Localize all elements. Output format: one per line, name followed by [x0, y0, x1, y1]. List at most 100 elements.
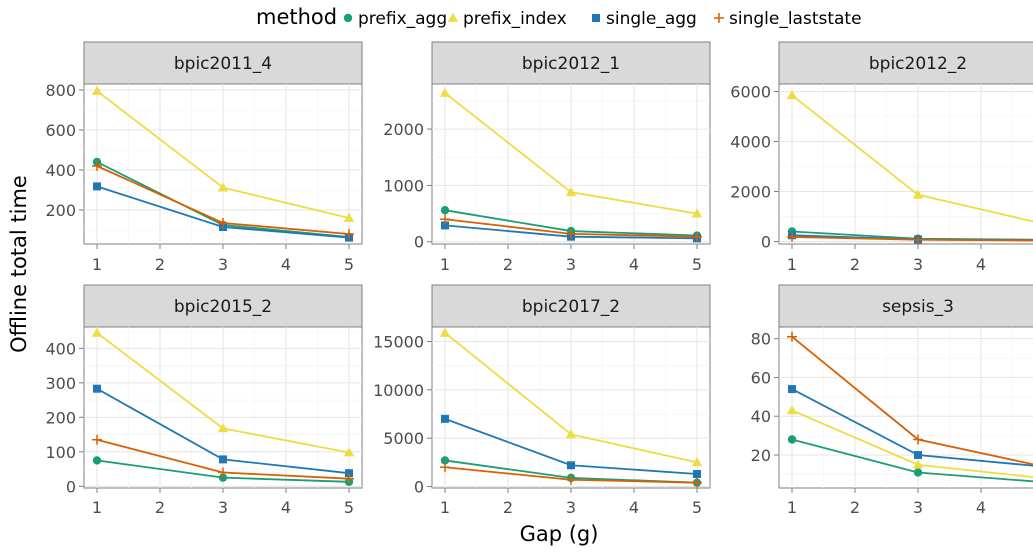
y-tick-label: 600: [45, 121, 76, 140]
marker-plus: [913, 234, 923, 245]
strip-background: [778, 284, 1033, 328]
marker-plus: [566, 228, 576, 239]
legend-item-single_laststate: single_laststate: [714, 9, 862, 29]
series-single_agg: [93, 384, 353, 478]
y-tick-label: 400: [45, 161, 76, 180]
strip-background: [83, 284, 363, 328]
x-tick-label: 1: [92, 498, 102, 517]
panel-bpic2012_2: bpic2012_2123450200040006000: [730, 41, 1033, 274]
y-tick-label: 0: [761, 233, 771, 252]
x-tick-label: 2: [155, 255, 165, 274]
marker-plus: [92, 161, 102, 171]
strip-background: [431, 41, 711, 85]
x-tick-label: 1: [440, 498, 450, 517]
x-tick-label: 2: [503, 498, 513, 517]
marker-plus: [92, 434, 102, 445]
marker-square: [93, 182, 101, 191]
x-tick-label: 5: [692, 255, 702, 274]
x-tick-label: 5: [344, 255, 354, 274]
series-single_laststate: [92, 434, 354, 484]
marker-square: [592, 14, 600, 22]
marker-plus: [218, 467, 228, 478]
panel-sepsis_3: sepsis_31234520406080: [751, 284, 1033, 517]
x-tick-label: 4: [281, 498, 291, 517]
y-tick-label: 20: [751, 446, 771, 465]
series-single_laststate: [440, 462, 702, 488]
x-tick-label: 2: [850, 255, 860, 274]
marker-square: [914, 451, 922, 460]
series-single_laststate: [787, 232, 1033, 245]
y-tick-label: 1000: [383, 176, 424, 195]
y-tick-label: 200: [45, 408, 76, 427]
series-prefix_index: [786, 90, 1033, 223]
marker-triangle: [565, 429, 577, 439]
marker-square: [441, 221, 449, 230]
y-tick-label: 80: [751, 330, 771, 349]
panel-background: [778, 326, 1033, 489]
y-tick-label: 15000: [373, 333, 424, 352]
y-tick-label: 300: [45, 374, 76, 393]
x-axis-title: Gap (g): [520, 522, 599, 546]
y-tick-label: 4000: [730, 133, 771, 152]
legend-title: method: [256, 5, 337, 29]
series-prefix_agg: [92, 456, 354, 486]
marker-plus: [692, 477, 702, 488]
y-axis-title: Offline total time: [7, 175, 31, 353]
marker-circle: [440, 205, 450, 215]
x-tick-label: 4: [976, 498, 986, 517]
marker-square: [567, 461, 575, 470]
x-tick-label: 4: [976, 255, 986, 274]
y-tick-label: 100: [45, 443, 76, 462]
panel-bpic2011_4: bpic2011_4 1 2 3 4 5 200 400 600 800: [45, 41, 363, 274]
x-tick-label: 3: [566, 255, 576, 274]
y-tick-label: 0: [414, 233, 424, 252]
legend-label: single_laststate: [729, 9, 862, 29]
y-tick-label: 800: [45, 81, 76, 100]
series-prefix_index: [439, 327, 703, 467]
marker-square: [219, 455, 227, 464]
x-tick-label: 1: [92, 255, 102, 274]
y-tick-label: 2000: [383, 120, 424, 139]
y-tick-label: 0: [414, 478, 424, 497]
panel-background: [778, 83, 1033, 245]
y-tick-label: 0: [66, 477, 76, 496]
marker-triangle: [565, 186, 577, 197]
x-tick-label: 2: [850, 498, 860, 517]
x-tick-label: 5: [692, 498, 702, 517]
marker-square: [93, 384, 101, 393]
series-prefix_index: [786, 405, 1033, 479]
x-tick-label: 2: [155, 498, 165, 517]
series-single_laststate: [440, 214, 702, 242]
marker-triangle: [439, 327, 451, 337]
x-tick-label: 3: [218, 255, 228, 274]
marker-triangle: [343, 447, 355, 457]
x-tick-label: 4: [629, 255, 639, 274]
strip-background: [431, 284, 711, 328]
panel-bpic2012_1: bpic2012_1 1 2 3 4 5 0 1000 2000: [383, 41, 711, 274]
marker-triangle: [912, 459, 924, 469]
x-tick-label: 1: [440, 255, 450, 274]
marker-triangle: [912, 189, 924, 199]
y-tick-label: 2000: [730, 183, 771, 202]
strip-title: bpic2017_2: [522, 297, 620, 317]
y-tick-label: 5000: [383, 429, 424, 448]
series-single_agg: [441, 414, 701, 478]
marker-circle: [218, 473, 228, 482]
marker-plus: [787, 232, 797, 242]
legend: method prefix_agg prefix_index single_agg s…: [256, 5, 862, 29]
x-tick-label: 5: [344, 498, 354, 517]
strip-title: sepsis_3: [882, 297, 954, 317]
marker-square: [441, 414, 449, 423]
x-tick-label: 2: [503, 255, 513, 274]
legend-item-prefix_agg: prefix_agg: [343, 9, 447, 29]
marker-square: [788, 385, 796, 394]
series-single_agg: [788, 385, 1033, 467]
x-tick-label: 1: [787, 255, 797, 274]
legend-label: prefix_agg: [358, 9, 447, 29]
series-prefix_index: [91, 85, 355, 222]
strip-title: bpic2012_1: [522, 54, 620, 74]
strip-background: [778, 41, 1033, 85]
x-tick-label: 3: [218, 498, 228, 517]
